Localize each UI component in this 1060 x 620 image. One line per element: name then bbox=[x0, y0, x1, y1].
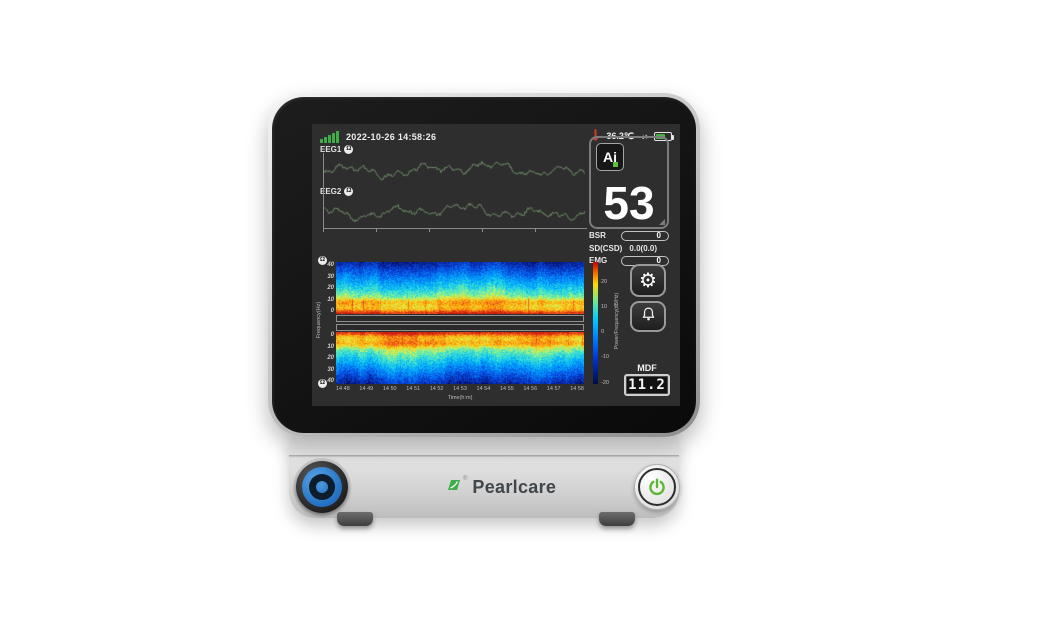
tick-label: 40 bbox=[327, 378, 334, 384]
emg-label: EMG bbox=[589, 256, 607, 265]
knob-center-dot bbox=[316, 481, 328, 493]
mdf-label: MDF bbox=[624, 363, 670, 373]
screen: 2022-10-26 14:58:26 36.2℃ ↓↑ bbox=[312, 124, 680, 406]
settings-button[interactable]: ⚙ bbox=[630, 264, 666, 297]
spectrogram-separator-band bbox=[336, 315, 584, 322]
mdf-display: 11.2 bbox=[624, 374, 670, 396]
power-button[interactable] bbox=[634, 464, 680, 510]
colorbar-ticks: 20 10 0 -10 -20 bbox=[601, 280, 609, 386]
ai-logo-green-dot bbox=[613, 162, 618, 167]
bsr-value: 0 bbox=[657, 231, 661, 240]
sd-label: SD(CSD) bbox=[589, 244, 622, 253]
dsa-spectrogram-top-canvas bbox=[336, 262, 584, 314]
eeg-y-axis-line bbox=[323, 153, 324, 229]
spectrogram-separator-band bbox=[336, 324, 584, 331]
tick-label: 20 bbox=[327, 285, 334, 291]
tick-label: 10 bbox=[327, 297, 334, 303]
tick-label: 14 52 bbox=[430, 387, 444, 393]
bezel: 2022-10-26 14:58:26 36.2℃ ↓↑ bbox=[272, 97, 696, 433]
device-foot-left bbox=[337, 512, 373, 526]
corner-indicator-icon bbox=[659, 219, 665, 225]
tick-label: 0 bbox=[601, 330, 609, 336]
tick-label: 14 49 bbox=[359, 387, 373, 393]
tick-label: -10 bbox=[601, 355, 609, 361]
gear-icon: ⚙ bbox=[639, 271, 657, 291]
tick-label: 0 bbox=[331, 308, 334, 314]
channel-badge-icon: Ω bbox=[318, 379, 327, 388]
bsr-value-field[interactable]: 0 bbox=[621, 231, 669, 241]
rotary-knob[interactable] bbox=[296, 461, 348, 513]
tick-label: 14 55 bbox=[500, 387, 514, 393]
alarm-button[interactable] bbox=[630, 301, 666, 332]
tick-label: 40 bbox=[327, 262, 334, 268]
dsa-spectrogram-bottom-canvas bbox=[336, 332, 584, 384]
signal-strength-icon bbox=[320, 131, 339, 143]
tick-label: 20 bbox=[601, 280, 609, 286]
eeg1-waveform-canvas bbox=[324, 153, 586, 186]
leaf-logo-icon bbox=[446, 477, 462, 498]
device-base bbox=[289, 430, 679, 518]
time-ticks: 14 48 14 49 14 50 14 51 14 52 14 53 14 54 14 55… bbox=[336, 387, 584, 393]
tick-label: 0 bbox=[331, 332, 334, 338]
eeg-x-axis-ticks bbox=[323, 229, 587, 232]
time-axis-label: Time(h:m) bbox=[336, 395, 584, 401]
sd-value: 0.0(0.0) bbox=[629, 244, 669, 253]
registered-mark: ® bbox=[463, 476, 467, 482]
metric-row-bsr: BSR 0 bbox=[589, 230, 669, 241]
ai-index-value: 53 bbox=[591, 180, 667, 226]
brand-name: Pearlcare bbox=[472, 477, 556, 498]
brand-logo: ® Pearlcare bbox=[446, 476, 556, 498]
bell-icon bbox=[639, 305, 658, 329]
ai-index-panel[interactable]: Ai 53 bbox=[589, 136, 669, 229]
tick-label: 30 bbox=[327, 274, 334, 280]
metric-row-sd: SD(CSD) 0.0(0.0) bbox=[589, 243, 669, 254]
device-photo-stage: ® Pearlcare 2022-10-26 14:58:26 bbox=[0, 0, 1060, 620]
screen-unit: 2022-10-26 14:58:26 36.2℃ ↓↑ bbox=[268, 93, 700, 437]
tick-label: 14 48 bbox=[336, 387, 350, 393]
tick-label: 14 51 bbox=[406, 387, 420, 393]
tick-label: 14 57 bbox=[547, 387, 561, 393]
eeg2-waveform-canvas bbox=[324, 195, 586, 228]
tick-label: 14 54 bbox=[477, 387, 491, 393]
tick-label: 14 53 bbox=[453, 387, 467, 393]
ai-logo: Ai bbox=[596, 143, 624, 171]
colorbar-label: Power/Frequency(dB/Hz) bbox=[614, 271, 620, 371]
tick-label: -20 bbox=[601, 381, 609, 387]
base-groove bbox=[289, 455, 679, 458]
datetime-text: 2022-10-26 14:58:26 bbox=[346, 132, 436, 142]
tick-label: 14 58 bbox=[570, 387, 584, 393]
tick-label: 20 bbox=[327, 355, 334, 361]
bsr-label: BSR bbox=[589, 231, 606, 240]
tick-label: 30 bbox=[327, 367, 334, 373]
tick-label: 10 bbox=[327, 344, 334, 350]
tick-label: 14 56 bbox=[523, 387, 537, 393]
tick-label: 10 bbox=[601, 305, 609, 311]
device-foot-right bbox=[599, 512, 635, 526]
power-colorbar bbox=[593, 262, 598, 384]
freq-axis-label: Frequency(Hz) bbox=[316, 270, 322, 370]
tick-label: 14 50 bbox=[383, 387, 397, 393]
status-left-group: 2022-10-26 14:58:26 bbox=[320, 131, 436, 143]
